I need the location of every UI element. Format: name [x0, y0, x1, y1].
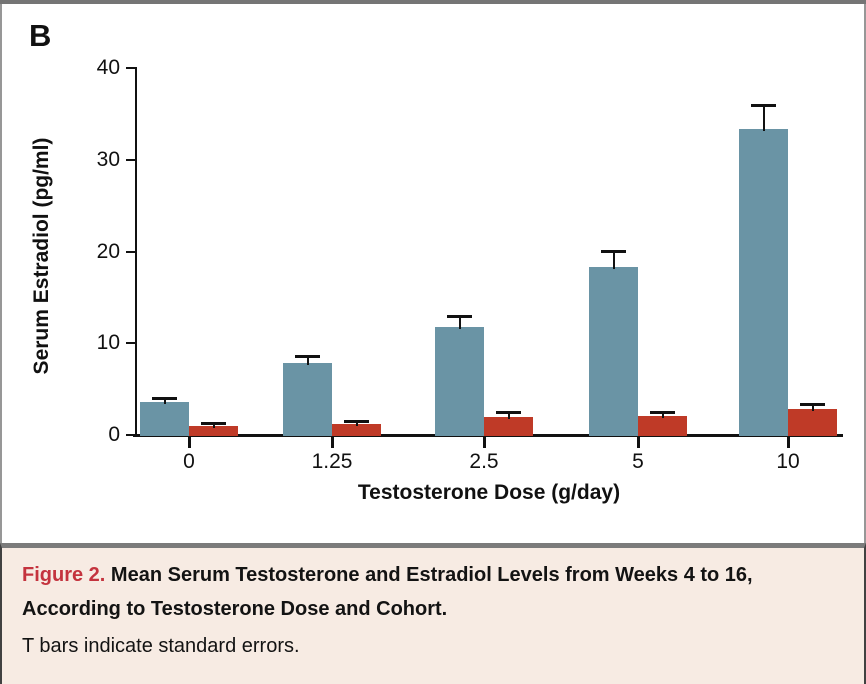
error-bar-stem — [458, 316, 461, 329]
y-tick — [126, 158, 135, 161]
bar-blue-bars-0 — [140, 401, 189, 436]
error-bar-cap — [152, 397, 177, 401]
x-axis-title: Testosterone Dose (g/day) — [357, 481, 621, 504]
chart-area: B Serum Estradiol (pg/ml) 0 10 20 30 40 0 1.25… — [0, 4, 866, 543]
caption-figure-label: Figure 2. — [22, 564, 106, 586]
x-tick-label: 1.25 — [311, 450, 353, 473]
error-bar-cap — [601, 249, 626, 253]
error-bar-stem — [811, 404, 814, 412]
error-bar-cap — [295, 355, 320, 358]
figure-caption: Figure 2. Mean Serum Testosterone and Es… — [0, 543, 866, 684]
x-tick — [331, 437, 334, 448]
y-tick — [126, 342, 135, 345]
y-tick-label: 0 — [108, 423, 120, 446]
error-bar-stem — [612, 251, 615, 270]
x-tick — [483, 437, 486, 448]
y-tick-label: 20 — [96, 239, 120, 263]
error-bar-stem — [762, 105, 765, 131]
x-tick — [637, 437, 640, 448]
bar-blue-bars-5 — [589, 267, 638, 436]
x-tick-label: 10 — [776, 450, 800, 473]
bar-blue-bars-2.5 — [435, 326, 484, 436]
caption-title-line: Figure 2. Mean Serum Testosterone and Es… — [22, 558, 792, 626]
error-bar-cap — [447, 314, 472, 318]
error-bar-cap — [751, 103, 776, 107]
error-bar-stem — [507, 412, 510, 419]
y-tick — [126, 250, 135, 253]
x-tick — [787, 437, 790, 448]
bar-red-bars-10 — [788, 409, 837, 436]
caption-title-text: Mean Serum Testosterone and Estradiol Le… — [22, 564, 753, 620]
y-tick-label: 40 — [96, 56, 120, 79]
y-tick — [126, 434, 135, 436]
bar-red-bars-2.5 — [484, 416, 533, 436]
error-bar-cap — [650, 410, 675, 414]
error-bar-cap — [344, 420, 369, 424]
error-bar-stem — [163, 399, 166, 404]
bar-red-bars-1.25 — [332, 423, 381, 436]
bar-red-bars-5 — [638, 415, 687, 436]
y-tick-label: 30 — [96, 147, 120, 171]
error-bar-stem — [212, 423, 215, 428]
error-bar-stem — [661, 412, 664, 418]
bar-blue-bars-1.25 — [283, 362, 332, 436]
y-tick — [126, 67, 135, 69]
bar-chart: 0 10 20 30 40 0 1.25 2.5 5 10 — [2, 4, 866, 543]
caption-note: T bars indicate standard errors. — [22, 635, 300, 657]
y-tick-label: 10 — [96, 331, 120, 355]
panel-label: B — [29, 18, 52, 53]
x-tick-label: 5 — [632, 450, 644, 473]
y-axis-line — [135, 67, 137, 437]
error-bar-stem — [355, 422, 358, 426]
x-tick-label: 0 — [183, 450, 195, 473]
error-bar-cap — [201, 421, 226, 425]
x-tick — [188, 437, 191, 448]
x-tick-label: 2.5 — [469, 450, 499, 473]
error-bar-cap — [496, 410, 521, 414]
error-bar-stem — [306, 357, 309, 365]
bar-blue-bars-10 — [739, 128, 788, 436]
error-bar-cap — [800, 402, 825, 406]
bar-red-bars-0 — [189, 425, 238, 436]
